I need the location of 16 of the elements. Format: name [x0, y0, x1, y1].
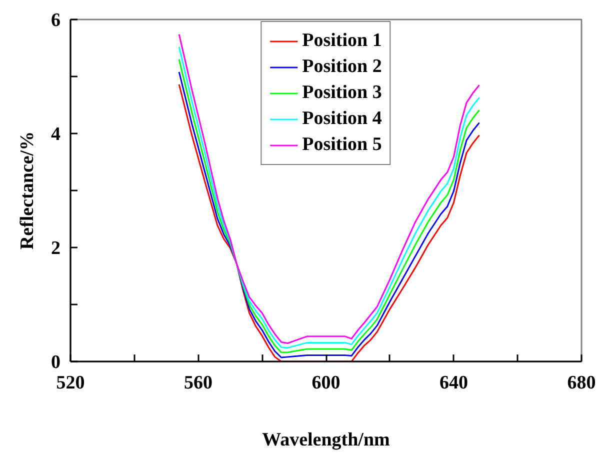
legend-label: Position 3 [302, 82, 382, 104]
y-tick-label: 2 [51, 238, 60, 259]
x-tick-label: 520 [56, 372, 85, 394]
x-axis-title: Wavelength/nm [262, 430, 390, 450]
legend-label: Position 2 [302, 56, 382, 78]
legend-label: Position 5 [302, 134, 382, 156]
legend-label: Position 4 [302, 108, 382, 130]
x-tick-label: 640 [440, 372, 468, 394]
legend-label: Position 1 [302, 30, 382, 52]
y-tick-label: 6 [51, 10, 60, 31]
x-tick-label: 600 [312, 372, 340, 394]
x-tick-label: 680 [567, 372, 596, 394]
y-tick-label: 4 [51, 124, 61, 145]
y-tick-label: 0 [51, 352, 60, 373]
x-tick-label: 560 [184, 372, 212, 394]
y-axis-title: Reflectance/% [17, 131, 38, 250]
